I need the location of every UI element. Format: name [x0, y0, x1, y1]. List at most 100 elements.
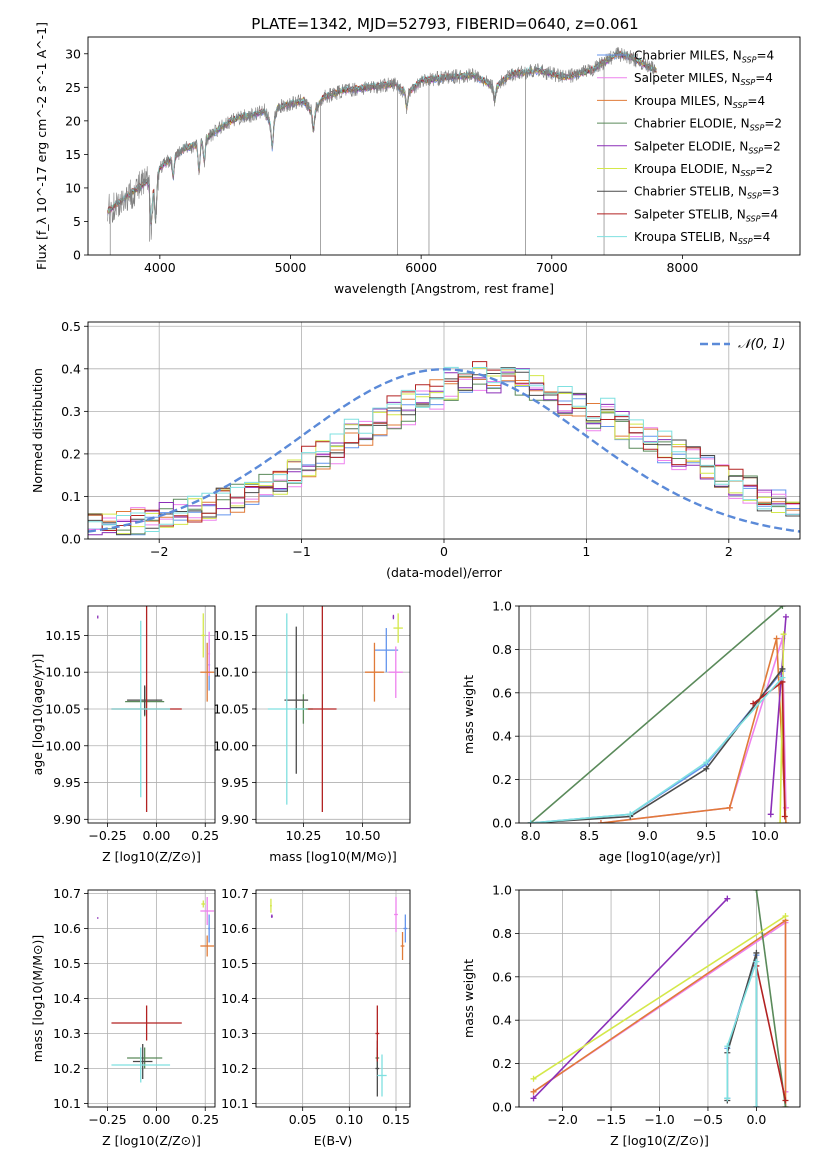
y-tick-label: 0.0	[61, 532, 81, 547]
y-tick-label: 0.4	[492, 729, 512, 744]
y-tick-label: 0.0	[492, 816, 512, 831]
weight-marker-5	[782, 913, 789, 920]
x-tick-label: 6000	[405, 260, 437, 275]
x-tick-label: 4000	[144, 260, 176, 275]
weight-line-8	[530, 677, 783, 823]
x-tick-label: 8000	[667, 260, 699, 275]
weight-marker-4	[782, 613, 789, 620]
y-tick-label: 10.3	[53, 1026, 81, 1041]
y-tick-label: 10.15	[45, 628, 81, 643]
legend-n: , N	[729, 207, 746, 221]
x-tick-label: −0.25	[88, 828, 126, 843]
weight-line-2	[600, 638, 787, 823]
legend-entry-2: Kroupa MILES, NSSP=4	[634, 94, 765, 110]
weight-marker-3	[779, 606, 786, 609]
x-tick-label: 0.0	[746, 1112, 766, 1127]
weight-line-6	[530, 668, 784, 823]
plot-area	[97, 897, 215, 1083]
legend-entry-1: Salpeter MILES, NSSP=4	[634, 71, 773, 87]
x-tick-label: 0.10	[335, 1112, 363, 1127]
normal-curve	[88, 368, 800, 533]
y-tick-label: 10.7	[53, 886, 81, 901]
legend-entry-6: Chabrier STELIB, NSSP=3	[634, 185, 779, 201]
y-tick-label: 10.05	[45, 701, 81, 716]
histogram-1	[88, 368, 800, 530]
panel-age-vs-Z: −0.25 0.00 0.25 9.90 9.95 10.00 10.05 10.10 10.1…	[30, 605, 219, 864]
model-spectrum-1	[107, 52, 657, 224]
legend-name: Chabrier ELODIE	[634, 117, 733, 131]
legend-eq: =	[764, 117, 774, 131]
legend-n: , N	[732, 139, 749, 153]
y-tick-label: 30	[65, 46, 81, 61]
weight-marker-7	[781, 813, 788, 820]
y-tick-label: 10.00	[213, 738, 249, 753]
weight-marker-4	[767, 811, 774, 818]
y-tick-label: 10.4	[53, 991, 81, 1006]
weight-marker-5	[777, 820, 784, 823]
weight-marker-3	[753, 890, 760, 893]
legend-eq: =	[747, 94, 757, 108]
x-axis-label: age [log10(age/yr)]	[599, 849, 721, 864]
weight-marker-8	[779, 674, 786, 681]
legend-ssp: SSP	[748, 146, 763, 155]
legend-entry-4: Salpeter ELODIE, NSSP=2	[634, 139, 781, 155]
y-tick-label: 10.1	[53, 1096, 81, 1111]
weight-marker-5	[780, 631, 787, 638]
x-axis-label: Z [log10(Z/Z⊙)]	[610, 1133, 709, 1148]
weight-line-4	[532, 898, 728, 1099]
y-tick-label: 0.3	[61, 404, 81, 419]
x-axis-label: Z [log10(Z/Z⊙)]	[102, 1133, 201, 1148]
axes-frame	[255, 889, 411, 1108]
legend-ssp: SSP	[741, 78, 756, 87]
panel-massweight-vs-Z: −2.0 −1.5 −1.0 −0.5 0.0 0.0 0.2 0.4 0.6 0.8 1.0 Z […	[461, 883, 801, 1148]
x-tick-label: −0.5	[693, 1112, 723, 1127]
y-axis-label: mass weight	[461, 675, 476, 754]
y-tick-label: 10.3	[221, 1026, 249, 1041]
plot-area	[88, 361, 800, 536]
model-spectrum-0	[107, 52, 657, 226]
plot-area	[107, 46, 657, 255]
weight-marker-3	[782, 1104, 789, 1107]
x-tick-label: −1	[292, 544, 310, 559]
y-tick-label: 0.0	[492, 1100, 512, 1115]
y-tick-label: 0.8	[492, 926, 512, 941]
y-tick-label: 9.90	[53, 812, 81, 827]
legend-count: 2	[765, 162, 773, 176]
legend-count: 4	[771, 207, 779, 221]
y-tick-label: 0.5	[61, 319, 81, 334]
legend-count: 2	[774, 117, 782, 131]
weight-marker-6	[753, 949, 760, 956]
y-tick-label: 1.0	[492, 599, 512, 614]
legend-name: Salpeter MILES	[634, 71, 724, 85]
y-tick-label: 0.4	[61, 361, 81, 376]
axes-frame	[518, 889, 801, 1108]
legend-count: 4	[763, 230, 771, 244]
x-tick-label: 10.0	[751, 828, 779, 843]
y-tick-label: 10.10	[45, 665, 81, 680]
y-tick-label: 15	[65, 147, 81, 162]
weight-marker-7	[750, 700, 757, 707]
legend-name: Chabrier STELIB	[634, 185, 730, 199]
weight-marker-7	[782, 1097, 789, 1104]
axes-frame	[255, 605, 411, 824]
y-tick-label: 10.10	[213, 665, 249, 680]
x-tick-label: 0.00	[142, 1112, 170, 1127]
x-axis-label: E(B-V)	[314, 1133, 353, 1148]
weight-line-3	[530, 606, 783, 823]
x-axis-label: (data-model)/error	[386, 565, 503, 580]
y-tick-label: 0.2	[492, 1056, 512, 1071]
legend-ssp: SSP	[741, 169, 756, 178]
legend-ssp: SSP	[750, 124, 765, 133]
y-tick-label: 25	[65, 80, 81, 95]
x-tick-label: 8.0	[521, 828, 541, 843]
y-tick-label: 10.1	[221, 1096, 249, 1111]
data-spectrum	[107, 46, 657, 240]
y-tick-label: 5	[73, 214, 81, 229]
axes-frame	[87, 889, 216, 1108]
legend-count: 2	[773, 139, 781, 153]
y-tick-label: 10.05	[213, 701, 249, 716]
weight-marker-4	[724, 895, 731, 902]
weight-marker-8	[627, 811, 634, 818]
x-tick-label: 9.5	[696, 828, 716, 843]
y-tick-label: 0.1	[61, 489, 81, 504]
